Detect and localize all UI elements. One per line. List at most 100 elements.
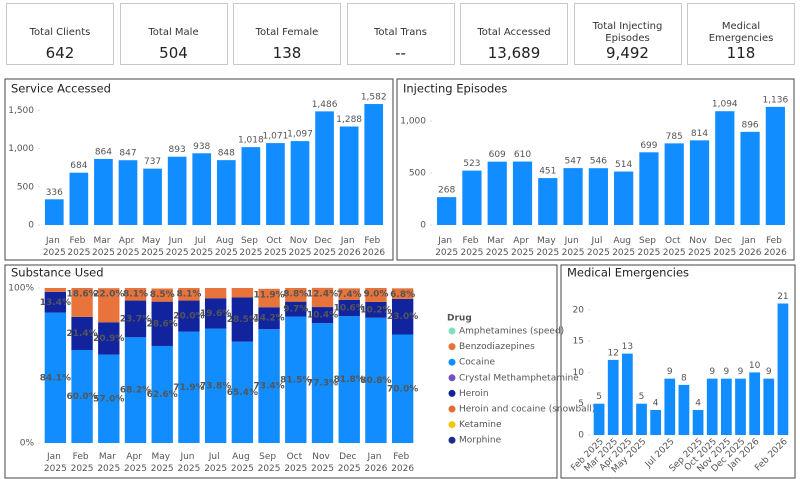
bar-segment (338, 316, 360, 443)
x-tick-label: Jun 2025 (166, 236, 189, 258)
bar (192, 153, 212, 225)
bar-segment (311, 323, 334, 443)
y-tick-label: 0 (28, 221, 34, 231)
bar-segment (391, 298, 414, 335)
x-tick-label: Jan 2026 (364, 452, 387, 474)
x-tick-label: Feb 2025 (67, 236, 90, 258)
panel (560, 264, 796, 479)
kpi-card: Total Accessed 13,689 (460, 3, 568, 65)
data-label: 65.4% (227, 388, 258, 398)
legend-title: Drug (447, 314, 472, 324)
x-tick-label: Feb 2026 (764, 236, 787, 258)
x-tick-label: Feb 2025 (71, 452, 94, 474)
bar (740, 131, 760, 225)
x-tick-label: Jan 2025 (44, 452, 67, 474)
bar-segment (44, 312, 67, 443)
legend-label: Amphetamines (speed) (459, 327, 564, 337)
data-label: 8.1% (176, 290, 201, 300)
x-tick-label: Feb 2025 (460, 236, 483, 258)
x-tick-label: Mar 2025 (97, 452, 120, 474)
bar-segment (124, 337, 147, 443)
x-tick-label: May 2025 (151, 452, 174, 474)
bar (639, 152, 659, 225)
y-tick-label: 5 (578, 399, 584, 409)
x-tick-label: Aug 2025 (215, 236, 238, 258)
legend-label: Benzodiazepines (459, 342, 535, 352)
data-label: 1,136 (762, 95, 788, 105)
bar-segment (365, 288, 387, 302)
data-label: 9.7% (283, 305, 308, 315)
data-label: 1,486 (312, 100, 338, 110)
bar (735, 378, 746, 435)
data-label: 9 (738, 367, 744, 377)
x-tick-label: Aug 2025 (231, 452, 254, 474)
bar (462, 170, 482, 225)
bar-segment (311, 307, 334, 324)
legend-label: Cocaine (459, 358, 495, 368)
data-label: 23.7% (120, 314, 151, 324)
data-label: 10.6% (334, 303, 365, 313)
data-label: 77.3% (307, 379, 338, 389)
bar-segment (71, 288, 93, 317)
bar-segment (124, 300, 147, 338)
bar (94, 158, 113, 225)
x-tick-label: Jan 2026 (338, 236, 361, 258)
bar-segment (98, 354, 120, 443)
data-label: 81.8% (334, 375, 365, 385)
data-label: 1,018 (238, 136, 264, 146)
bar-segment (71, 350, 93, 443)
bar (339, 126, 359, 225)
y-tick-label: 100% (8, 284, 34, 294)
bar (650, 409, 662, 435)
panel-title: Substance Used (11, 266, 104, 280)
data-label: 4 (653, 398, 659, 408)
bar-segment (338, 288, 360, 300)
data-label: 938 (193, 142, 210, 152)
data-label: 610 (514, 150, 531, 160)
kpi-label: Total Injecting Episodes (592, 21, 663, 44)
data-label: 6.8% (390, 290, 415, 300)
bar (563, 168, 583, 225)
data-label: 21 (777, 292, 788, 302)
data-label: 5 (596, 392, 602, 402)
x-tick-label: May 2025 (141, 236, 164, 258)
x-tick-label: Mar 2025 (486, 236, 509, 258)
kpi-card: Total Injecting Episodes 9,492 (573, 3, 682, 65)
bar (315, 111, 334, 225)
bar-segment (258, 329, 280, 443)
bar (692, 409, 704, 435)
data-label: 785 (666, 132, 683, 142)
bar (487, 161, 507, 225)
data-label: 21.4% (66, 329, 97, 339)
bar (143, 168, 162, 225)
kpi-card: Total Clients 642 (6, 3, 114, 65)
panel (4, 78, 394, 261)
legend-marker (448, 374, 456, 382)
kpi-card: Medical Emergencies 118 (687, 3, 795, 65)
data-label: 20.9% (93, 334, 124, 344)
kpi-label: Total Male (148, 27, 199, 38)
data-label: 28.5% (227, 315, 258, 325)
data-label: 9 (766, 367, 772, 377)
data-label: 547 (564, 157, 581, 167)
legend-marker (448, 343, 456, 351)
legend-marker (448, 327, 456, 335)
data-label: 20.0% (173, 312, 204, 322)
bar (689, 140, 710, 225)
data-label: 57.0% (93, 394, 124, 404)
kpi-label: Total Accessed (477, 27, 551, 38)
data-label: 8.5% (150, 290, 175, 300)
kpi-card: Total Male 504 (119, 3, 228, 65)
bar-segment (285, 316, 307, 443)
y-tick-label: 0 (420, 221, 426, 231)
bar (538, 178, 558, 225)
data-label: 81.5% (280, 375, 311, 385)
data-label: 514 (615, 160, 632, 170)
data-label: 268 (438, 186, 455, 196)
data-label: 9.0% (363, 290, 388, 300)
bar-segment (44, 291, 67, 313)
data-label: 60.0% (66, 392, 97, 402)
bar-segment (71, 316, 93, 350)
bar-segment (391, 288, 414, 299)
